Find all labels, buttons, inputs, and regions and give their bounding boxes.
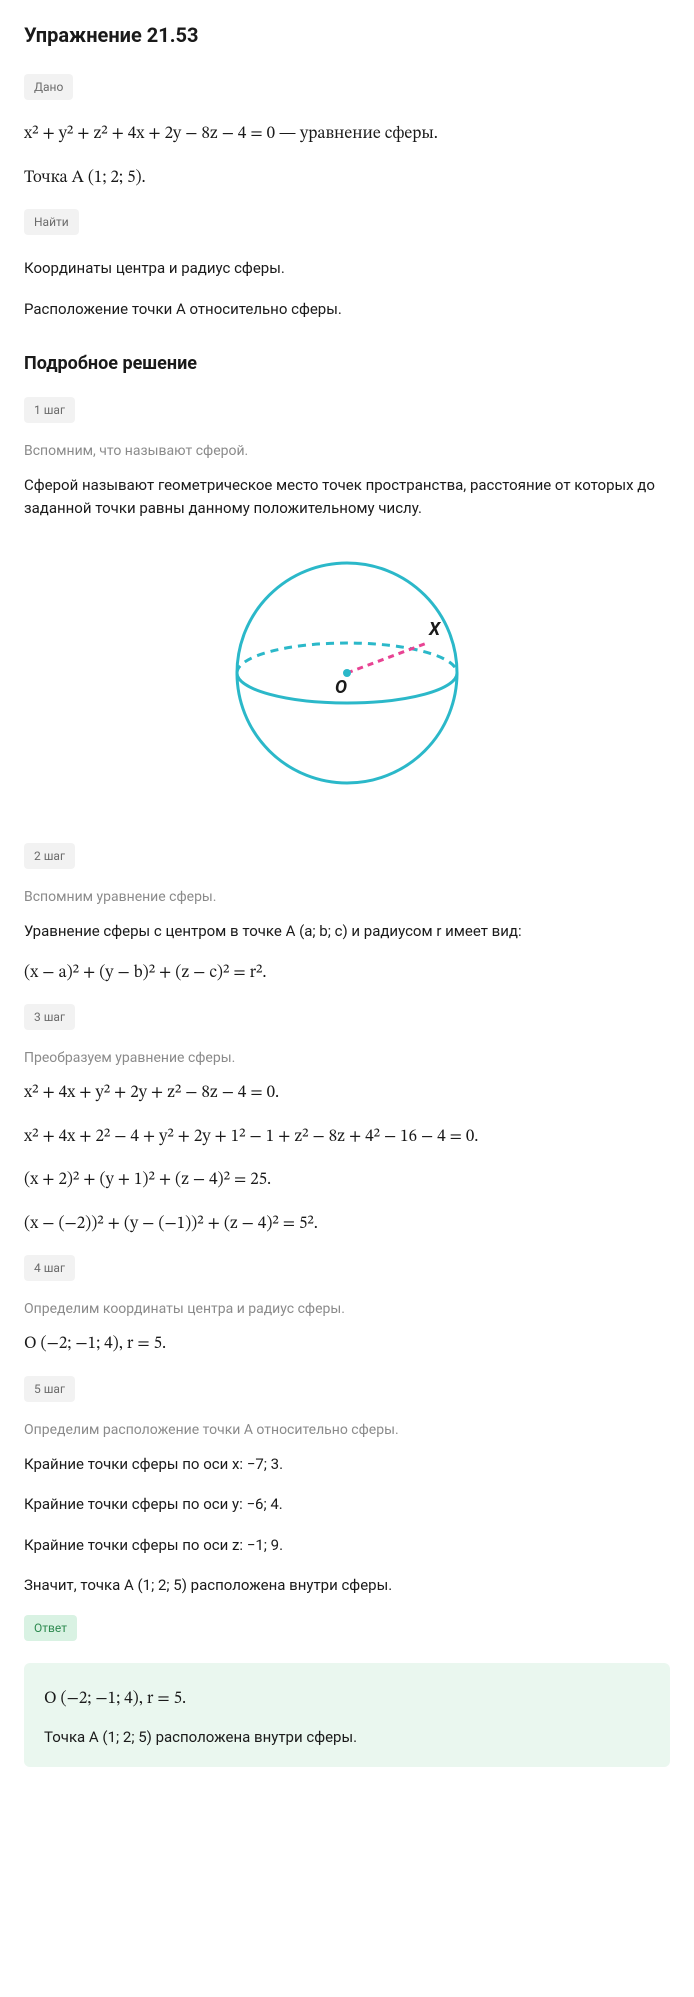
sphere-label-x: X bbox=[428, 619, 442, 640]
step5-line2: Крайние точки сферы по оси y: −6; 4. bbox=[24, 1493, 670, 1516]
step3-eq1: x² + 4x + y² + 2y + z² − 8z − 4 = 0. bbox=[24, 1081, 670, 1107]
find-badge: Найти bbox=[24, 209, 79, 235]
find-line1: Координаты центра и радиус сферы. bbox=[24, 257, 670, 280]
sphere-equator-back bbox=[237, 643, 457, 673]
step5-badge: 5 шаг bbox=[24, 1376, 75, 1402]
answer-text: Точка A (1; 2; 5) расположена внутри сфе… bbox=[44, 1726, 650, 1749]
step3-eq4: (x − (−2))² + (y − (−1))² + (z − 4)² = 5… bbox=[24, 1212, 670, 1238]
step3-section: 3 шаг Преобразуем уравнение сферы. x² + … bbox=[24, 1004, 670, 1237]
step1-gray: Вспомним, что называют сферой. bbox=[24, 441, 670, 462]
step2-text: Уравнение сферы с центром в точке A (a; … bbox=[24, 920, 670, 943]
sphere-svg: O X bbox=[217, 543, 477, 803]
sphere-label-o: O bbox=[335, 677, 347, 698]
step3-badge: 3 шаг bbox=[24, 1004, 75, 1030]
sphere-radius-line bbox=[347, 643, 427, 673]
given-badge: Дано bbox=[24, 74, 73, 100]
given-point: Точка A (1; 2; 5). bbox=[24, 166, 670, 192]
step4-badge: 4 шаг bbox=[24, 1255, 75, 1281]
step2-eq: (x − a)² + (y − b)² + (z − c)² = r². bbox=[24, 961, 670, 987]
step2-badge: 2 шаг bbox=[24, 843, 75, 869]
given-section: Дано x² + y² + z² + 4x + 2y − 8z − 4 = 0… bbox=[24, 74, 670, 191]
step5-line1: Крайние точки сферы по оси x: −7; 3. bbox=[24, 1453, 670, 1476]
step3-eq3: (x + 2)² + (y + 1)² + (z − 4)² = 25. bbox=[24, 1168, 670, 1194]
step5-line4: Значит, точка A (1; 2; 5) расположена вн… bbox=[24, 1574, 670, 1597]
sphere-diagram: O X bbox=[24, 543, 670, 803]
step1-text: Сферой называют геометрическое место точ… bbox=[24, 474, 670, 519]
answer-box: O (−2; −1; 4), r = 5. Точка A (1; 2; 5) … bbox=[24, 1663, 670, 1767]
find-line2: Расположение точки A относительно сферы. bbox=[24, 298, 670, 321]
step2-section: 2 шаг Вспомним уравнение сферы. Уравнени… bbox=[24, 843, 670, 986]
solution-heading: Подробное решение bbox=[24, 350, 670, 377]
step5-line3: Крайние точки сферы по оси z: −1; 9. bbox=[24, 1534, 670, 1557]
sphere-center-dot bbox=[343, 669, 351, 677]
step5-gray: Определим расположение точки A относител… bbox=[24, 1420, 670, 1441]
step4-eq: O (−2; −1; 4), r = 5. bbox=[24, 1332, 670, 1358]
step2-gray: Вспомним уравнение сферы. bbox=[24, 887, 670, 908]
answer-section: Ответ O (−2; −1; 4), r = 5. Точка A (1; … bbox=[24, 1615, 670, 1767]
exercise-title: Упражнение 21.53 bbox=[24, 20, 670, 50]
step1-section: 1 шаг Вспомним, что называют сферой. Сфе… bbox=[24, 397, 670, 519]
step3-gray: Преобразуем уравнение сферы. bbox=[24, 1048, 670, 1069]
find-section: Найти Координаты центра и радиус сферы. … bbox=[24, 209, 670, 320]
answer-badge: Ответ bbox=[24, 1615, 77, 1641]
step4-gray: Определим координаты центра и радиус сфе… bbox=[24, 1299, 670, 1320]
step5-section: 5 шаг Определим расположение точки A отн… bbox=[24, 1376, 670, 1597]
step1-badge: 1 шаг bbox=[24, 397, 75, 423]
step4-section: 4 шаг Определим координаты центра и ради… bbox=[24, 1255, 670, 1358]
given-equation: x² + y² + z² + 4x + 2y − 8z − 4 = 0 — ур… bbox=[24, 122, 670, 148]
answer-eq: O (−2; −1; 4), r = 5. bbox=[44, 1687, 650, 1713]
step3-eq2: x² + 4x + 2² − 4 + y² + 2y + 1² − 1 + z²… bbox=[24, 1125, 670, 1151]
